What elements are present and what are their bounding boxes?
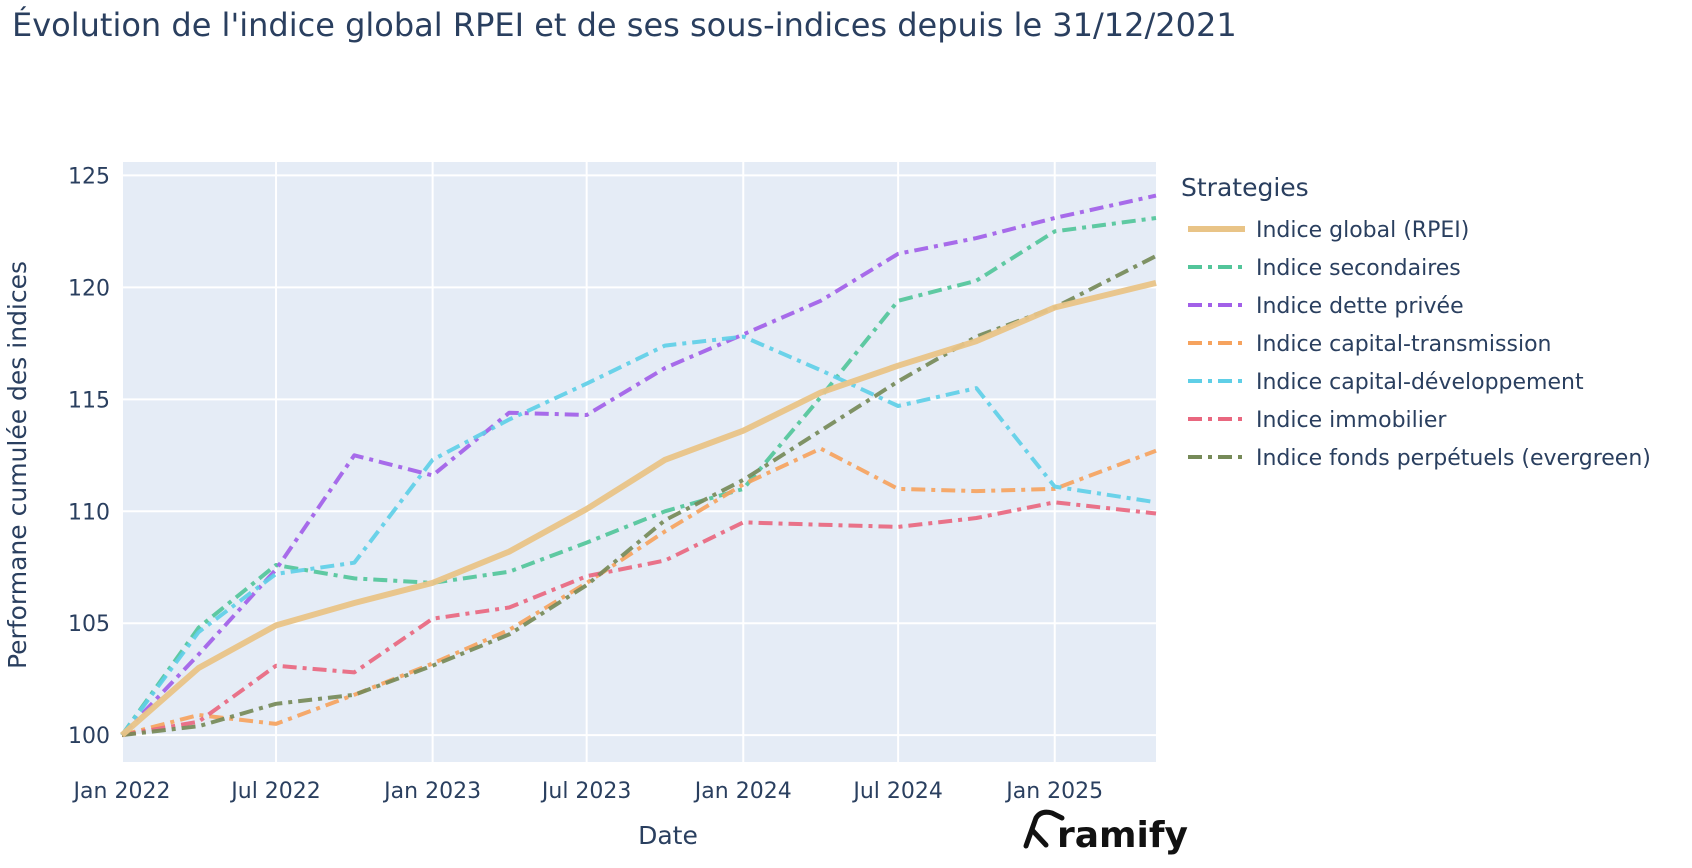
- series-line-3: [121, 446, 1157, 738]
- y-tick-label: 105: [68, 612, 110, 637]
- legend-label-5: Indice immobilier: [1256, 408, 1447, 433]
- ramify-logo-text: ramify: [1057, 815, 1188, 856]
- x-tick-label: Jul 2022: [229, 779, 321, 804]
- series-line-1: [120, 216, 1157, 737]
- series-line-5: [121, 500, 1157, 738]
- y-axis-ticks: 100 105 110 115 120 125: [68, 164, 110, 749]
- series-lines: [120, 193, 1157, 738]
- x-tick-label: Jan 2025: [1004, 779, 1103, 804]
- chart-title: Évolution de l'indice global RPEI et de …: [12, 6, 1237, 44]
- x-tick-label: Jan 2022: [72, 779, 171, 804]
- ramify-logo: ramify: [1023, 809, 1188, 856]
- ramify-logo-icon-stroke: [1030, 828, 1049, 848]
- x-tick-label: Jul 2023: [540, 779, 632, 804]
- ramify-logo-icon: [1023, 809, 1065, 849]
- legend-label-0: Indice global (RPEI): [1256, 218, 1469, 243]
- x-tick-label: Jan 2024: [693, 779, 792, 804]
- y-axis-title: Performane cumulée des indices: [3, 261, 32, 669]
- legend-label-6: Indice fonds perpétuels (evergreen): [1256, 446, 1651, 471]
- y-tick-label: 120: [68, 276, 110, 301]
- y-tick-label: 115: [68, 388, 110, 413]
- series-line-0: [120, 279, 1157, 738]
- y-tick-label: 125: [68, 164, 110, 189]
- legend-label-4: Indice capital-développement: [1256, 370, 1584, 395]
- legend-label-3: Indice capital-transmission: [1256, 332, 1552, 357]
- x-tick-label: Jan 2023: [382, 779, 481, 804]
- legend-label-2: Indice dette privée: [1256, 294, 1464, 319]
- plot-area: [122, 162, 1156, 762]
- series-line-2: [120, 193, 1157, 737]
- x-axis-title: Date: [638, 821, 698, 850]
- legend: Strategies Indice global (RPEI) Indice se…: [1181, 173, 1651, 471]
- legend-label-1: Indice secondaires: [1256, 256, 1461, 281]
- y-tick-label: 110: [68, 500, 110, 525]
- x-tick-label: Jul 2024: [851, 779, 943, 804]
- legend-title: Strategies: [1181, 173, 1309, 202]
- y-tick-label: 100: [68, 724, 110, 749]
- x-axis-ticks: Jan 2022 Jul 2022 Jan 2023 Jul 2023 Jan 2024…: [72, 779, 1104, 804]
